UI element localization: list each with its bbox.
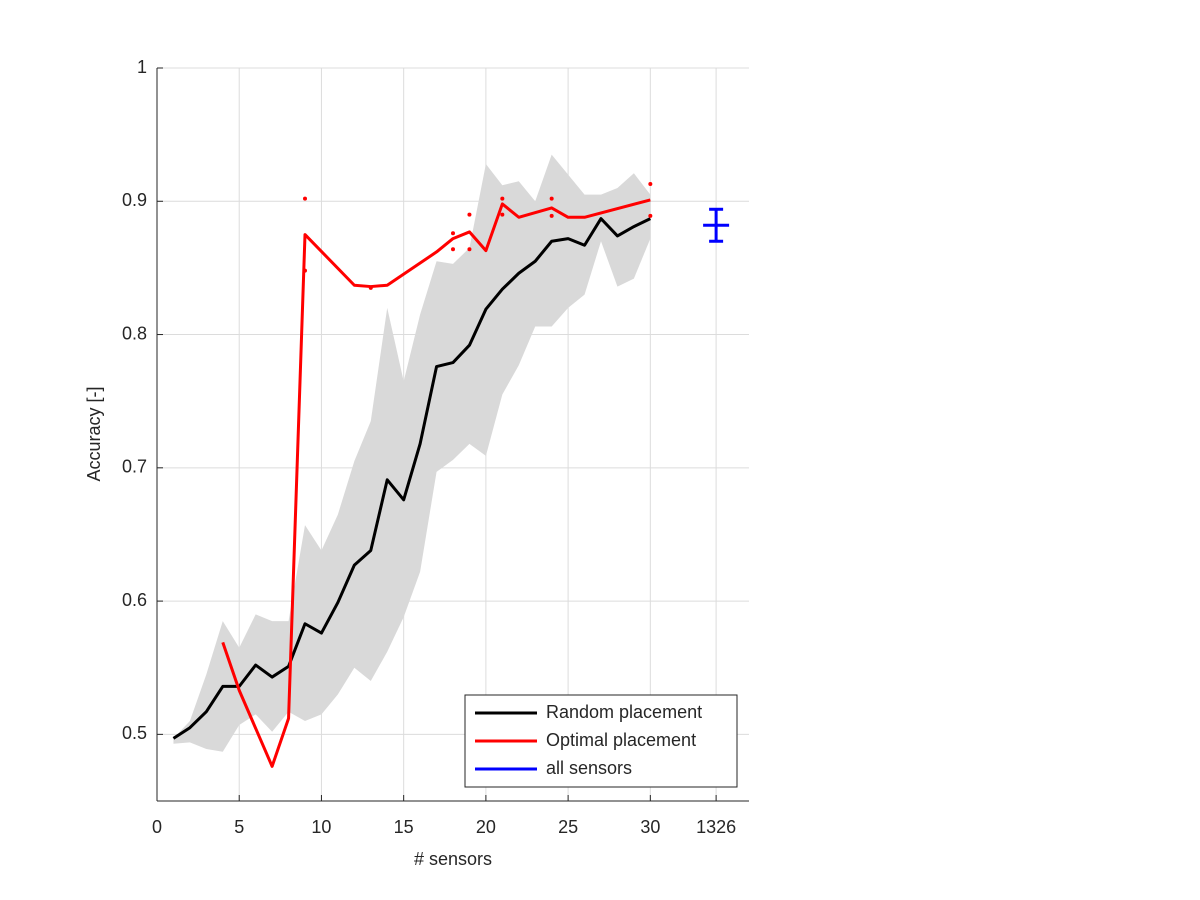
- line: [221, 198, 651, 768]
- x-tick-label: 15: [394, 817, 414, 837]
- point: [500, 196, 505, 201]
- point: [549, 213, 554, 218]
- legend-label: Random placement: [546, 702, 702, 722]
- point: [467, 247, 472, 252]
- point: [303, 268, 307, 273]
- x-tick-label: 5: [234, 817, 244, 837]
- point: [303, 196, 307, 201]
- legend-label: Optimal placement: [546, 730, 696, 750]
- legend: Random placement Optimal placement all sen…: [464, 694, 738, 788]
- point: [467, 212, 472, 217]
- point: [451, 231, 455, 236]
- y-tick-label: 0.8: [122, 323, 147, 343]
- y-tick-label: 0.5: [122, 723, 147, 743]
- y-axis-label: Accuracy [-]: [84, 386, 104, 481]
- point: [648, 181, 653, 186]
- point: [549, 196, 554, 201]
- point: [648, 213, 653, 218]
- x-axis-label: # sensors: [414, 849, 492, 869]
- line: [172, 217, 651, 740]
- x-tick-label: 0: [152, 817, 162, 837]
- point: [500, 212, 505, 217]
- x-tick-label: 1326: [696, 817, 736, 837]
- y-tick-label: 0.6: [122, 590, 147, 610]
- error-bar: [703, 207, 730, 243]
- x-tick-label: 20: [476, 817, 496, 837]
- y-tick-label: 0.7: [122, 457, 147, 477]
- x-tick-label: 30: [640, 817, 660, 837]
- y-tick-label: 1: [137, 57, 147, 77]
- point: [368, 285, 373, 290]
- x-tick-label: 10: [311, 817, 331, 837]
- y-tick-label: 0.9: [122, 190, 147, 210]
- x-tick-label: 25: [558, 817, 578, 837]
- legend-label: all sensors: [546, 758, 632, 778]
- point: [451, 247, 455, 252]
